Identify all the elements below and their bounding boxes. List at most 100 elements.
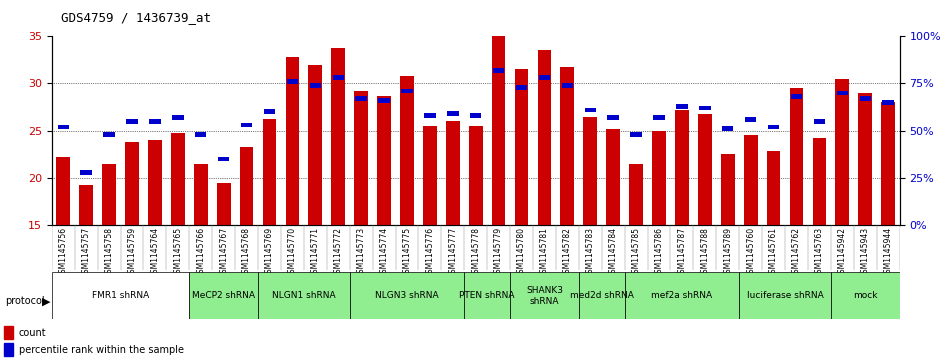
Bar (400, 76, 414, 225)
Bar (722, 126, 734, 131)
Bar (446, 121, 460, 225)
Bar (104, 132, 115, 137)
Text: GSM1145942: GSM1145942 (837, 227, 847, 278)
Text: GSM1145782: GSM1145782 (563, 227, 572, 278)
Text: FMR1 shRNA: FMR1 shRNA (92, 291, 149, 300)
Bar (745, 117, 756, 122)
Bar (354, 91, 368, 225)
Bar (447, 111, 459, 116)
Bar (57, 157, 70, 225)
Bar (424, 113, 435, 118)
Text: GSM1145788: GSM1145788 (700, 227, 709, 278)
Text: GSM1145778: GSM1145778 (471, 227, 480, 278)
Text: PTEN shRNA: PTEN shRNA (460, 291, 515, 300)
FancyBboxPatch shape (464, 272, 510, 319)
FancyBboxPatch shape (739, 272, 831, 319)
Text: percentile rank within the sample: percentile rank within the sample (19, 345, 184, 355)
Bar (858, 93, 872, 225)
Bar (126, 119, 138, 123)
Bar (57, 125, 69, 129)
Bar (263, 119, 276, 225)
Bar (285, 57, 300, 225)
Bar (310, 83, 321, 88)
Bar (332, 48, 345, 225)
Text: GSM1145774: GSM1145774 (380, 227, 388, 278)
Bar (4, 326, 13, 339)
Text: ▶: ▶ (42, 296, 51, 306)
Text: NLGN3 shRNA: NLGN3 shRNA (375, 291, 439, 300)
Bar (859, 96, 871, 101)
Bar (561, 83, 573, 88)
Text: GSM1145764: GSM1145764 (151, 227, 159, 278)
Bar (195, 132, 206, 137)
Bar (80, 170, 92, 175)
Text: GSM1145763: GSM1145763 (815, 227, 824, 278)
Text: mock: mock (853, 291, 878, 300)
Text: GSM1145777: GSM1145777 (448, 227, 457, 278)
Text: GSM1145943: GSM1145943 (861, 227, 869, 278)
Bar (171, 132, 185, 225)
Text: NLGN1 shRNA: NLGN1 shRNA (272, 291, 335, 300)
Bar (355, 96, 366, 101)
FancyBboxPatch shape (625, 272, 739, 319)
Text: MeCP2 shRNA: MeCP2 shRNA (192, 291, 255, 300)
Text: GSM1145760: GSM1145760 (746, 227, 755, 278)
Bar (241, 123, 252, 127)
Bar (333, 76, 344, 80)
Bar (698, 114, 712, 225)
Bar (377, 96, 391, 225)
Text: GSM1145762: GSM1145762 (792, 227, 801, 278)
Bar (882, 102, 895, 225)
Bar (148, 140, 162, 225)
Text: GSM1145756: GSM1145756 (58, 227, 68, 278)
Bar (194, 164, 207, 225)
Bar (125, 142, 138, 225)
Bar (103, 164, 116, 225)
Bar (767, 151, 781, 225)
Bar (239, 147, 253, 225)
Text: GSM1145944: GSM1145944 (884, 227, 893, 278)
Bar (172, 115, 184, 120)
Bar (79, 185, 93, 225)
Text: GSM1145787: GSM1145787 (677, 227, 687, 278)
Bar (813, 138, 826, 225)
Text: GSM1145761: GSM1145761 (769, 227, 778, 278)
Bar (721, 154, 735, 225)
Bar (4, 343, 13, 356)
Text: GSM1145769: GSM1145769 (265, 227, 274, 278)
Bar (538, 50, 551, 225)
Text: GSM1145780: GSM1145780 (517, 227, 526, 278)
FancyBboxPatch shape (510, 272, 578, 319)
Text: luciferase shRNA: luciferase shRNA (747, 291, 823, 300)
FancyBboxPatch shape (52, 272, 189, 319)
Bar (607, 129, 620, 225)
Text: GSM1145775: GSM1145775 (402, 227, 412, 278)
FancyBboxPatch shape (349, 272, 464, 319)
Text: GSM1145772: GSM1145772 (333, 227, 343, 278)
Text: GSM1145783: GSM1145783 (586, 227, 594, 278)
Bar (218, 156, 230, 161)
Text: GSM1145766: GSM1145766 (196, 227, 205, 278)
Bar (836, 90, 848, 95)
Text: GSM1145771: GSM1145771 (311, 227, 320, 278)
Bar (379, 98, 390, 103)
Text: GSM1145759: GSM1145759 (127, 227, 137, 278)
FancyBboxPatch shape (258, 272, 349, 319)
FancyBboxPatch shape (831, 272, 900, 319)
Text: count: count (19, 327, 46, 338)
Bar (516, 85, 528, 90)
Text: GSM1145758: GSM1145758 (105, 227, 114, 278)
Bar (676, 104, 688, 109)
Bar (585, 107, 596, 112)
Bar (836, 79, 849, 225)
Bar (652, 131, 666, 225)
FancyBboxPatch shape (189, 272, 258, 319)
Bar (423, 126, 437, 225)
Bar (469, 126, 482, 225)
Bar (264, 109, 275, 114)
Bar (789, 88, 804, 225)
Bar (560, 66, 575, 225)
Bar (217, 183, 231, 225)
Bar (630, 132, 642, 137)
Bar (470, 113, 481, 118)
